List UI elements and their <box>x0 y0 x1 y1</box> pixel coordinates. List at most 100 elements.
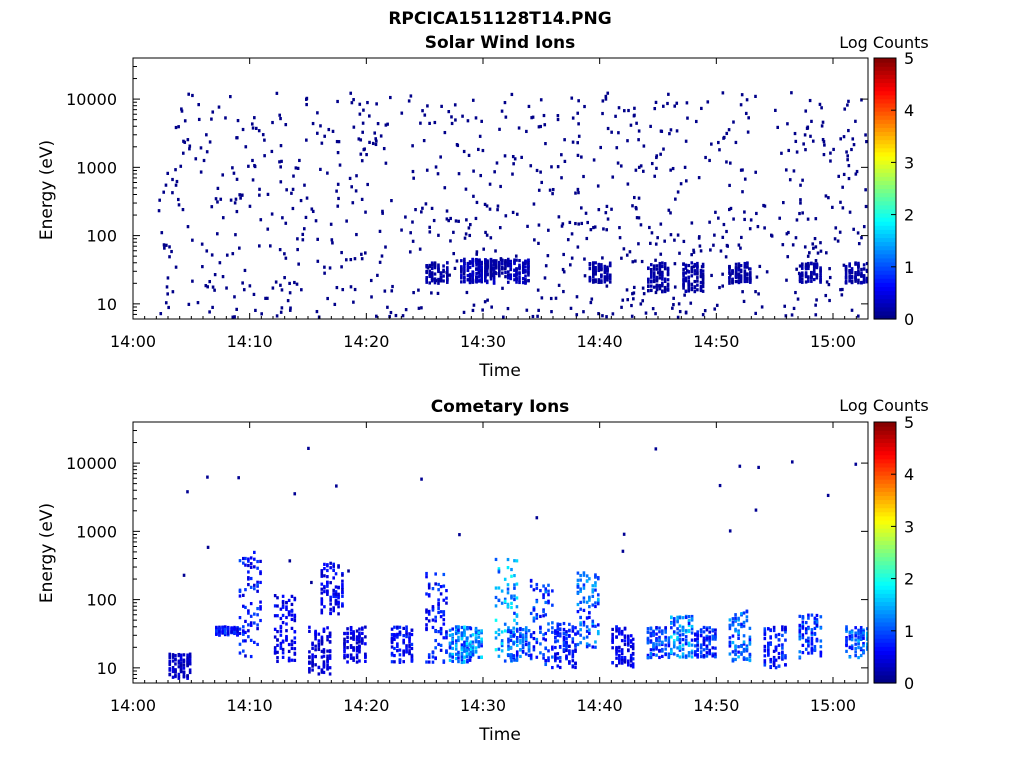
heatmap-cell <box>647 289 650 293</box>
heatmap-cell <box>223 631 227 635</box>
heatmap-cell <box>655 166 658 170</box>
heatmap-cell <box>489 264 493 268</box>
heatmap-cell <box>864 188 867 192</box>
heatmap-cell <box>186 653 189 657</box>
heatmap-cell <box>806 217 810 221</box>
heatmap-cell <box>682 278 685 282</box>
heatmap-cell <box>211 285 215 289</box>
heatmap-cell <box>784 638 787 642</box>
heatmap-cell <box>253 587 256 591</box>
heatmap-cell <box>361 631 364 636</box>
heatmap-cell <box>328 631 332 635</box>
heatmap-cell <box>862 631 865 635</box>
heatmap-cell <box>317 642 321 646</box>
heatmap-cell <box>611 632 614 637</box>
heatmap-cell <box>448 658 452 662</box>
heatmap-cell <box>676 637 679 641</box>
colorbar-tick-label: 2 <box>904 570 914 589</box>
heatmap-cell <box>767 627 770 631</box>
heatmap-cell <box>186 138 190 142</box>
heatmap-cell <box>460 637 464 641</box>
heatmap-cell <box>859 653 863 658</box>
heatmap-cell <box>506 273 510 278</box>
heatmap-cell <box>725 131 729 136</box>
heatmap-cell <box>615 629 618 633</box>
heatmap-cell <box>361 641 364 645</box>
heatmap-cell <box>311 661 314 665</box>
heatmap-cell <box>469 627 473 631</box>
heatmap-cell <box>596 630 600 634</box>
heatmap-cell <box>653 174 657 178</box>
heatmap-cell <box>813 648 817 652</box>
heatmap-cell <box>174 658 177 662</box>
heatmap-cell <box>708 642 711 646</box>
heatmap-cell <box>604 211 608 215</box>
heatmap-cell <box>208 279 212 284</box>
heatmap-cell <box>431 605 435 609</box>
colorbar-swatch <box>874 245 896 251</box>
heatmap-cell <box>734 616 737 620</box>
heatmap-cell <box>807 279 810 283</box>
heatmap-cell <box>340 250 343 255</box>
heatmap-cell <box>242 649 245 653</box>
heatmap-cell <box>474 649 478 653</box>
heatmap-cell <box>594 584 597 588</box>
heatmap-cell <box>408 651 411 655</box>
heatmap-cell <box>448 633 452 637</box>
heatmap-cell <box>804 263 808 267</box>
heatmap-cell <box>702 653 706 658</box>
heatmap-cell <box>760 305 764 309</box>
heatmap-cell <box>540 296 544 300</box>
heatmap-cell <box>237 476 240 480</box>
heatmap-cell <box>801 623 805 627</box>
heatmap-cell <box>320 611 324 615</box>
heatmap-cell <box>828 267 831 271</box>
heatmap-cell <box>326 563 329 567</box>
heatmap-cell <box>328 666 332 670</box>
heatmap-cell <box>225 286 228 290</box>
heatmap-cell <box>582 600 586 604</box>
heatmap-cell <box>287 598 291 603</box>
heatmap-cell <box>314 633 317 637</box>
heatmap-cell <box>594 268 597 272</box>
heatmap-cell <box>402 633 406 638</box>
heatmap-cell <box>244 619 247 624</box>
heatmap-cell <box>383 289 387 293</box>
heatmap-cell <box>737 243 741 247</box>
heatmap-cell <box>620 632 624 636</box>
figure-title: RPCICA151128T14.PNG <box>388 9 611 29</box>
heatmap-cell <box>571 651 575 655</box>
heatmap-cell <box>677 302 681 306</box>
heatmap-cell <box>462 149 466 154</box>
heatmap-cell <box>359 138 363 142</box>
heatmap-cell <box>742 634 746 638</box>
heatmap-cell <box>690 624 694 629</box>
heatmap-cell <box>699 268 703 273</box>
heatmap-cell <box>319 167 322 171</box>
heatmap-cell <box>439 610 443 614</box>
heatmap-cell <box>799 201 802 205</box>
heatmap-cell <box>221 275 225 279</box>
heatmap-cell <box>594 581 597 585</box>
heatmap-cell <box>320 597 324 601</box>
heatmap-cell <box>512 630 516 634</box>
colorbar-swatch <box>874 605 896 611</box>
heatmap-cell <box>513 273 516 277</box>
heatmap-cell <box>279 633 283 637</box>
heatmap-cell <box>477 279 481 283</box>
heatmap-cell <box>468 274 472 279</box>
heatmap-cell <box>468 277 472 282</box>
heatmap-cell <box>311 653 314 657</box>
heatmap-cell <box>605 204 609 209</box>
heatmap-cell <box>281 601 285 605</box>
heatmap-cell <box>739 103 743 107</box>
heatmap-cell <box>337 565 340 569</box>
heatmap-cell <box>671 166 675 171</box>
heatmap-cell <box>481 308 484 312</box>
colorbar-swatch <box>874 475 896 480</box>
heatmap-cell <box>562 270 566 274</box>
heatmap-cell <box>474 626 478 631</box>
heatmap-cell <box>436 291 440 296</box>
heatmap-cell <box>477 631 481 635</box>
heatmap-cell <box>463 649 466 653</box>
